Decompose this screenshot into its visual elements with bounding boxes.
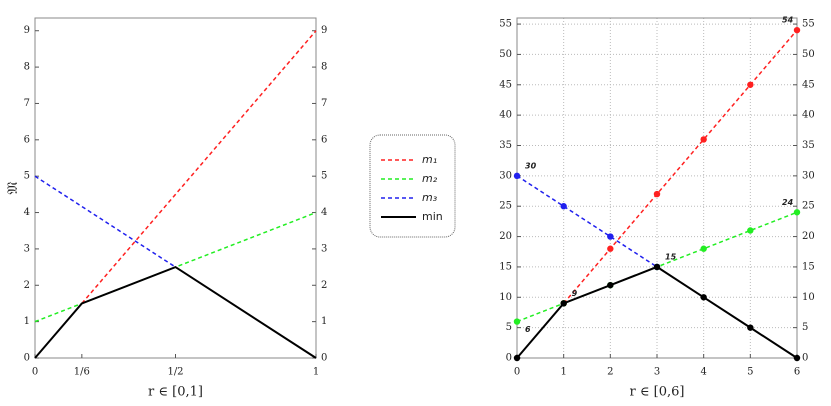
y-tick-label: 1: [321, 316, 327, 327]
data-point: [513, 318, 521, 325]
data-point: [793, 354, 801, 362]
legend-label: m₃: [422, 191, 438, 204]
x-tick-label: 6: [794, 367, 800, 378]
data-point: [747, 81, 754, 88]
x-tick-label: 1: [560, 367, 566, 378]
y-tick-label: 0: [321, 353, 327, 364]
y-tick-label: 5: [506, 322, 512, 333]
series-line: [516, 175, 658, 268]
y-tick-label: 3: [321, 243, 327, 254]
data-point: [747, 324, 754, 331]
x-tick-label: 1: [313, 367, 319, 378]
y-tick-label: 5: [802, 322, 808, 333]
y-tick-label: 50: [499, 49, 512, 60]
y-tick-label: 20: [802, 231, 815, 242]
data-point: [560, 203, 567, 210]
annotation: 15: [665, 252, 677, 261]
data-point: [607, 233, 614, 240]
y-tick-label: 30: [802, 170, 815, 181]
x-axis-label: r ∈ [0,1]: [148, 385, 203, 400]
data-point: [700, 294, 707, 301]
y-tick-label: 35: [802, 140, 815, 151]
data-point: [653, 263, 661, 271]
y-tick-label: 6: [321, 134, 327, 145]
y-tick-label: 55: [802, 19, 815, 30]
series-line: [563, 29, 798, 304]
annotation: 24: [782, 198, 794, 207]
data-point: [747, 227, 754, 234]
y-tick-label: 0: [802, 353, 808, 364]
data-point: [793, 209, 801, 216]
x-tick-label: 4: [700, 367, 706, 378]
x-tick-label: 1/2: [167, 367, 183, 378]
legend-label: m₂: [422, 172, 438, 185]
y-axis-label: 𝔐: [5, 181, 21, 194]
y-tick-label: 30: [499, 170, 512, 181]
y-tick-label: 3: [24, 243, 30, 254]
data-point: [560, 300, 567, 307]
y-tick-label: 5: [24, 171, 30, 182]
y-tick-label: 10: [802, 292, 815, 303]
x-tick-label: 5: [747, 367, 753, 378]
y-tick-label: 50: [802, 49, 815, 60]
data-point: [607, 281, 614, 289]
y-tick-label: 0: [506, 353, 512, 364]
series-line: [34, 265, 317, 359]
legend-label: m₁: [422, 153, 437, 166]
y-tick-label: 9: [24, 25, 30, 36]
data-point: [700, 136, 707, 143]
y-tick-label: 4: [24, 207, 30, 218]
y-tick-label: 4: [321, 207, 327, 218]
x-tick-label: 1/6: [74, 367, 90, 378]
y-tick-label: 35: [499, 140, 512, 151]
data-point: [653, 190, 661, 198]
y-tick-label: 25: [802, 201, 815, 212]
series-line: [81, 30, 317, 304]
x-tick-label: 0: [32, 367, 38, 378]
x-axis-label: r ∈ [0,6]: [630, 385, 685, 400]
annotation: 6: [525, 325, 531, 334]
y-tick-label: 7: [321, 98, 327, 109]
y-tick-label: 55: [499, 19, 512, 30]
annotation: 30: [525, 161, 537, 170]
series-line: [34, 175, 176, 268]
y-tick-label: 40: [499, 110, 512, 121]
annotation: 54: [782, 16, 794, 25]
data-point: [513, 354, 521, 362]
y-tick-label: 7: [24, 98, 30, 109]
y-tick-label: 9: [321, 25, 327, 36]
y-tick-label: 45: [802, 79, 815, 90]
y-tick-label: 45: [499, 79, 512, 90]
data-point: [607, 245, 614, 252]
y-tick-label: 2: [321, 280, 327, 291]
y-tick-label: 10: [499, 292, 512, 303]
y-tick-label: 8: [321, 62, 327, 73]
y-tick-label: 5: [321, 171, 327, 182]
y-tick-label: 25: [499, 201, 512, 212]
y-tick-label: 15: [802, 261, 815, 272]
y-tick-label: 2: [24, 280, 30, 291]
x-tick-label: 3: [654, 367, 660, 378]
plot-frame: [34, 17, 317, 359]
data-point: [513, 172, 521, 180]
annotation: 9: [572, 289, 578, 298]
y-tick-label: 20: [499, 231, 512, 242]
y-tick-label: 1: [24, 316, 30, 327]
data-point: [700, 245, 707, 252]
y-tick-label: 8: [24, 62, 30, 73]
x-tick-label: 0: [514, 367, 520, 378]
y-tick-label: 40: [802, 110, 815, 121]
y-tick-label: 6: [24, 134, 30, 145]
y-tick-label: 0: [24, 353, 30, 364]
legend-label: min: [422, 210, 443, 223]
y-tick-label: 15: [499, 261, 512, 272]
x-tick-label: 2: [607, 367, 613, 378]
data-point: [793, 26, 801, 34]
